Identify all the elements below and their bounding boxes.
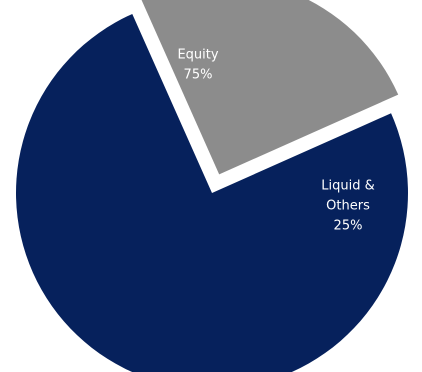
- data-label-1-line-0: Liquid &: [321, 179, 374, 194]
- pie-slice-liquid-others: [141, 0, 399, 175]
- data-label-1-line-2: 25%: [334, 219, 363, 234]
- pie-data-labels: Equity 75% Liquid & Others 25%: [177, 48, 374, 234]
- pie-slices: [16, 0, 408, 372]
- data-label-1-line-1: Others: [326, 199, 370, 214]
- pie-slice-equity: [16, 13, 408, 372]
- data-label-0-line-1: 75%: [184, 68, 213, 83]
- data-label-0-line-0: Equity: [177, 48, 218, 63]
